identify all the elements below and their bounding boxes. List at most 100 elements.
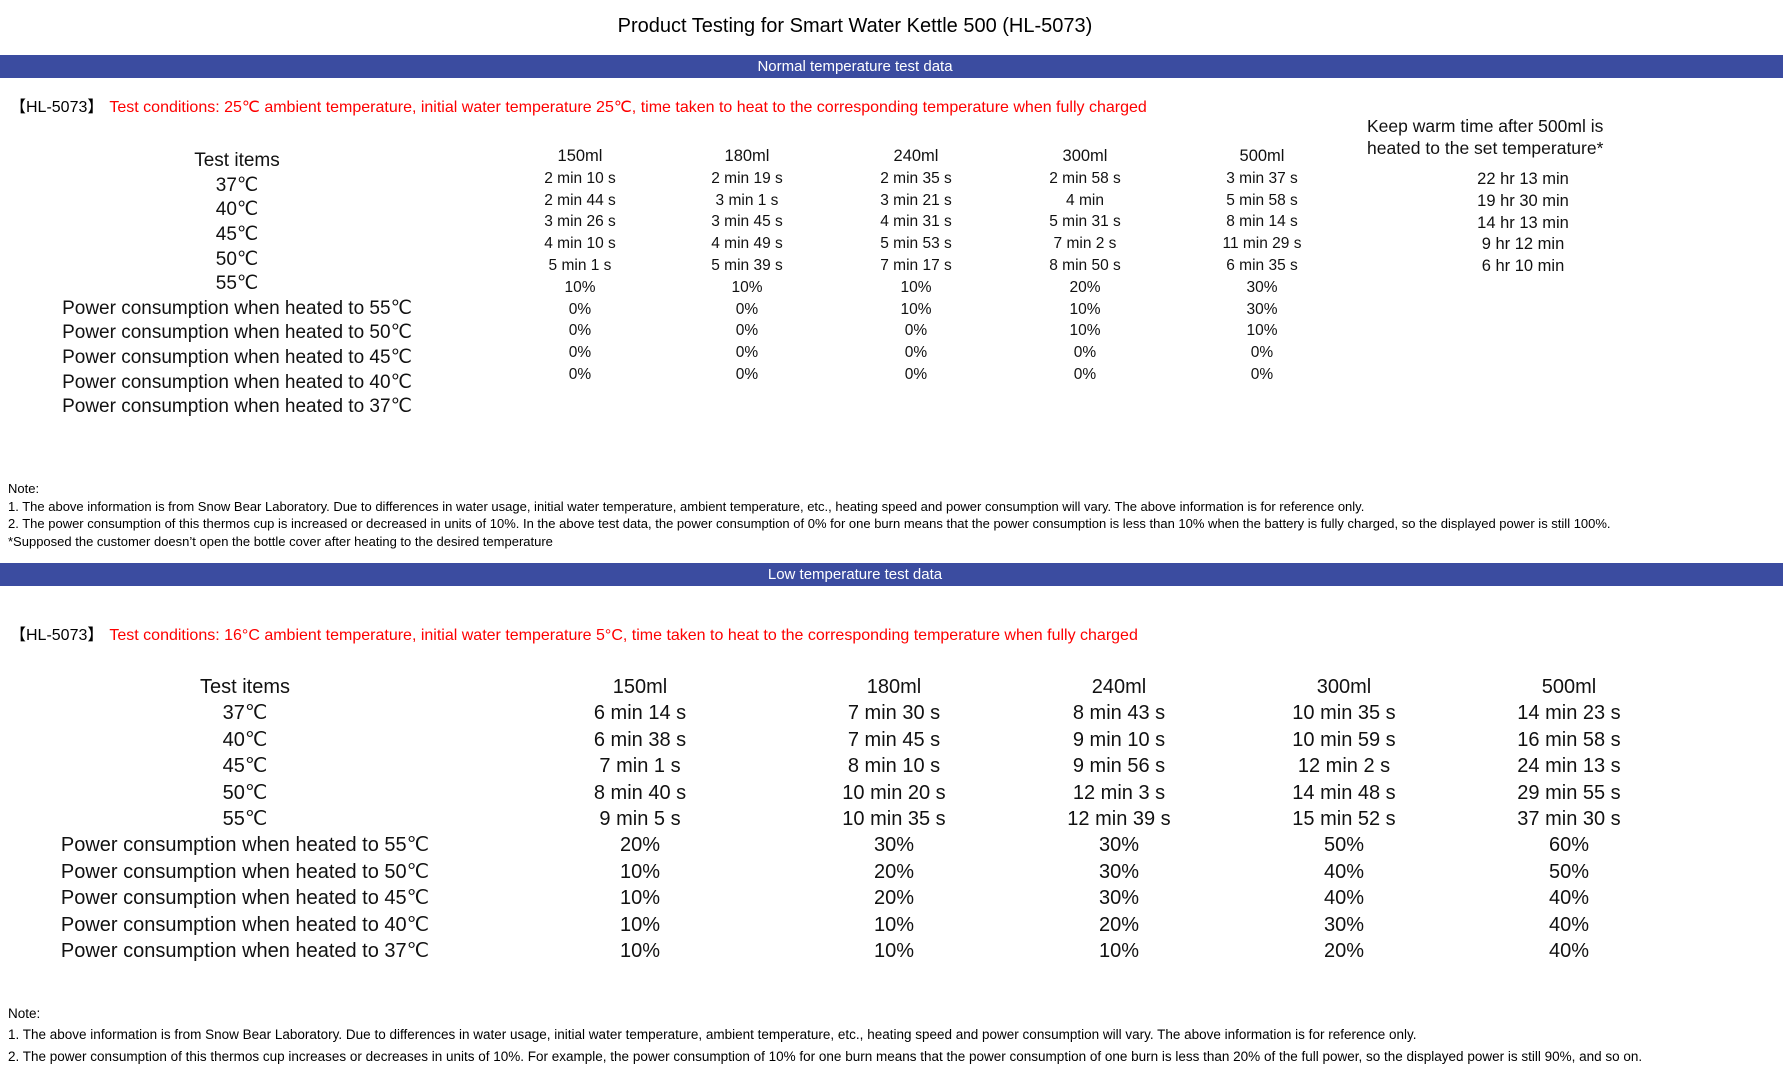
table-cell: 5 min 39 s bbox=[711, 256, 783, 274]
table-cell: 10% bbox=[731, 278, 763, 296]
keep-warm-value: 9 hr 12 min bbox=[1481, 235, 1565, 254]
row-label: Power consumption when heated to 40℃ bbox=[60, 913, 430, 936]
table-cell: 10% bbox=[619, 913, 661, 936]
table-cell: 5 min 1 s bbox=[548, 256, 612, 274]
notes-low: Note: 1. The above information is from Sn… bbox=[8, 1003, 1642, 1067]
model-tag: 【HL-5073】 bbox=[10, 99, 104, 116]
table-cell: 2 min 58 s bbox=[1049, 169, 1121, 187]
table-cell: 0% bbox=[735, 300, 759, 318]
table-cell: 7 min 17 s bbox=[880, 256, 952, 274]
table-cell: 0% bbox=[735, 322, 759, 340]
table-cell: 0% bbox=[904, 322, 928, 340]
table-cell: 10 min 20 s bbox=[842, 781, 946, 804]
table-cell: 0% bbox=[1250, 365, 1274, 383]
column-header: 240ml bbox=[1091, 676, 1147, 698]
normal-column-180ml: 180ml 2 min 19 s 3 min 1 s 3 min 45 s 4 min… bbox=[647, 146, 847, 386]
table-cell: 20% bbox=[873, 887, 915, 910]
table-cell: 0% bbox=[568, 300, 592, 318]
note-line: *Supposed the customer doesn’t open the … bbox=[8, 533, 553, 549]
column-header: 240ml bbox=[893, 147, 939, 165]
table-cell: 20% bbox=[1323, 940, 1365, 963]
row-label: 40℃ bbox=[222, 728, 268, 751]
normal-column-500ml: 500ml 3 min 37 s 5 min 58 s 8 min 14 s 11 m… bbox=[1162, 146, 1362, 386]
table-cell: 14 min 23 s bbox=[1517, 702, 1621, 725]
column-header: 150ml bbox=[557, 147, 603, 165]
table-cell: 3 min 1 s bbox=[715, 191, 779, 209]
row-label: 55℃ bbox=[215, 273, 259, 295]
table-cell: 40% bbox=[1548, 887, 1590, 910]
table-cell: 7 min 45 s bbox=[847, 728, 941, 751]
table-cell: 14 min 48 s bbox=[1292, 781, 1396, 804]
normal-column-300ml: 300ml 2 min 58 s 4 min 5 min 31 s 7 min 2 s… bbox=[985, 146, 1185, 386]
table-cell: 3 min 45 s bbox=[711, 213, 783, 231]
column-header: 150ml bbox=[612, 676, 668, 698]
table-cell: 0% bbox=[1073, 344, 1097, 362]
table-cell: 10% bbox=[1246, 322, 1278, 340]
row-label: Power consumption when heated to 40℃ bbox=[62, 371, 412, 393]
table-cell: 4 min bbox=[1066, 191, 1104, 209]
table-cell: 5 min 31 s bbox=[1049, 213, 1121, 231]
row-label: Power consumption when heated to 55℃ bbox=[60, 834, 430, 857]
low-column-240ml: 240ml 8 min 43 s 9 min 10 s 9 min 56 s 12 m… bbox=[1009, 674, 1229, 964]
table-cell: 0% bbox=[1073, 365, 1097, 383]
normal-row-header: Test items bbox=[194, 150, 280, 171]
table-cell: 7 min 2 s bbox=[1053, 235, 1117, 253]
column-header: 300ml bbox=[1316, 676, 1372, 698]
table-cell: 30% bbox=[1098, 834, 1140, 857]
row-label: Power consumption when heated to 55℃ bbox=[62, 297, 412, 319]
column-cells: 8 min 43 s 9 min 10 s 9 min 56 s 12 min 3 s… bbox=[1009, 700, 1229, 964]
low-test-items-column: Test items 37℃ 40℃ 45℃ 50℃ 55℃ Power consumpt… bbox=[5, 674, 485, 964]
table-cell: 12 min 3 s bbox=[1072, 781, 1166, 804]
table-cell: 29 min 55 s bbox=[1517, 781, 1621, 804]
row-label: 37℃ bbox=[215, 174, 259, 196]
table-cell: 9 min 56 s bbox=[1072, 755, 1166, 778]
column-cells: 2 min 19 s 3 min 1 s 3 min 45 s 4 min 49 s 5… bbox=[647, 168, 847, 386]
table-cell: 2 min 35 s bbox=[880, 169, 952, 187]
column-header: 500ml bbox=[1541, 676, 1597, 698]
table-cell: 30% bbox=[1323, 913, 1365, 936]
row-label: Power consumption when heated to 50℃ bbox=[60, 860, 430, 883]
table-cell: 4 min 49 s bbox=[711, 235, 783, 253]
table-cell: 60% bbox=[1548, 834, 1590, 857]
table-cell: 10% bbox=[1098, 940, 1140, 963]
table-cell: 0% bbox=[735, 365, 759, 383]
table-cell: 20% bbox=[619, 834, 661, 857]
table-cell: 10% bbox=[873, 940, 915, 963]
table-cell: 0% bbox=[1250, 344, 1274, 362]
table-cell: 30% bbox=[1098, 860, 1140, 883]
row-label: Power consumption when heated to 37℃ bbox=[62, 396, 412, 418]
table-cell: 10 min 35 s bbox=[1292, 702, 1396, 725]
row-label: 37℃ bbox=[222, 702, 268, 725]
banner-low-label: Low temperature test data bbox=[767, 566, 943, 583]
keep-warm-header-line: Keep warm time after 500ml is bbox=[1367, 116, 1604, 136]
note-line: 1. The above information is from Snow Be… bbox=[8, 1027, 1417, 1043]
table-cell: 8 min 14 s bbox=[1226, 213, 1298, 231]
banner-low-temperature: Low temperature test data bbox=[0, 563, 1783, 586]
table-cell: 10% bbox=[900, 300, 932, 318]
keep-warm-value: 22 hr 13 min bbox=[1477, 170, 1569, 188]
table-cell: 50% bbox=[1323, 834, 1365, 857]
keep-warm-value: 14 hr 13 min bbox=[1477, 213, 1569, 232]
normal-column-150ml: 150ml 2 min 10 s 2 min 44 s 3 min 26 s 4 mi… bbox=[480, 146, 680, 386]
table-cell: 20% bbox=[873, 860, 915, 883]
table-cell: 30% bbox=[1246, 300, 1278, 318]
table-cell: 10% bbox=[1069, 322, 1101, 340]
table-cell: 0% bbox=[735, 344, 759, 362]
table-cell: 10% bbox=[873, 913, 915, 936]
normal-column-240ml: 240ml 2 min 35 s 3 min 21 s 4 min 31 s 5 mi… bbox=[816, 146, 1016, 386]
table-cell: 6 min 35 s bbox=[1226, 256, 1298, 274]
column-cells: 6 min 14 s 6 min 38 s 7 min 1 s 8 min 40 s 9… bbox=[530, 700, 750, 964]
table-cell: 8 min 43 s bbox=[1072, 702, 1166, 725]
table-cell: 4 min 10 s bbox=[544, 235, 616, 253]
column-header: 300ml bbox=[1062, 147, 1108, 165]
low-column-150ml: 150ml 6 min 14 s 6 min 38 s 7 min 1 s 8 min… bbox=[530, 674, 750, 964]
low-column-300ml: 300ml 10 min 35 s 10 min 59 s 12 min 2 s 14… bbox=[1234, 674, 1454, 964]
row-label: 50℃ bbox=[222, 781, 268, 804]
row-label: Power consumption when heated to 50℃ bbox=[62, 322, 412, 344]
table-cell: 0% bbox=[904, 344, 928, 362]
keep-warm-value: 6 hr 10 min bbox=[1481, 257, 1565, 276]
test-conditions-normal: 【HL-5073】 Test conditions: 25℃ ambient te… bbox=[10, 97, 1147, 119]
table-cell: 9 min 10 s bbox=[1072, 728, 1166, 751]
row-label: 55℃ bbox=[222, 808, 268, 831]
